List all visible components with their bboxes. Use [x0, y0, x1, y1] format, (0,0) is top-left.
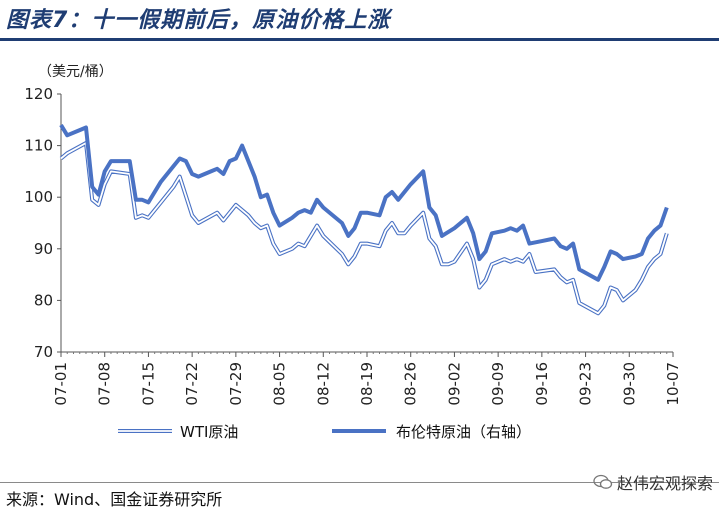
y-tick-label: 110 [24, 137, 53, 155]
x-tick-label: 09-02 [445, 362, 463, 406]
series-line-brent [59, 123, 669, 282]
y-tick-label: 90 [34, 240, 53, 258]
x-tick-label: 09-16 [533, 362, 551, 406]
chart-title: 图表7：十一假期前后，原油价格上涨 [6, 8, 391, 33]
x-tick-label: 09-09 [489, 362, 507, 406]
x-tick-label: 08-05 [271, 362, 289, 406]
legend-label-brent: 布伦特原油（右轴） [396, 423, 531, 441]
title-divider [0, 38, 719, 41]
x-tick-label: 09-30 [620, 362, 638, 406]
y-tick-label: 80 [34, 291, 53, 309]
x-tick-label: 07-29 [227, 362, 245, 406]
wechat-icon [593, 474, 613, 489]
y-axis-unit-label: （美元/桶） [38, 64, 113, 80]
x-tick-label: 08-19 [358, 362, 376, 406]
x-tick-label: 07-15 [139, 362, 157, 406]
x-tick-label: 08-26 [402, 362, 420, 406]
x-tick-label: 07-08 [96, 362, 114, 406]
y-tick-label: 100 [24, 188, 53, 206]
source-divider [0, 482, 719, 483]
legend-label-wti: WTI原油 [180, 423, 238, 441]
x-tick-label: 09-23 [577, 362, 595, 406]
chart-series [59, 123, 669, 316]
x-tick-label: 10-07 [664, 362, 682, 406]
watermark-text: 赵伟宏观探索 [616, 474, 713, 493]
chart-axes: 70 80 90 100 110 120 07-01 07-08 07-15 07-22 07-29… [24, 85, 682, 406]
chart-legend: WTI原油 布伦特原油（右轴） [118, 423, 531, 441]
x-tick-label: 07-01 [52, 362, 70, 406]
x-tick-label: 08-12 [314, 362, 332, 406]
x-tick-label: 07-22 [183, 362, 201, 406]
series-line-wti [60, 142, 668, 315]
y-tick-label: 70 [34, 343, 53, 361]
source-note: 来源：Wind、国金证券研究所 [6, 490, 223, 509]
y-tick-label: 120 [24, 85, 53, 103]
watermark: 赵伟宏观探索 [593, 470, 713, 494]
